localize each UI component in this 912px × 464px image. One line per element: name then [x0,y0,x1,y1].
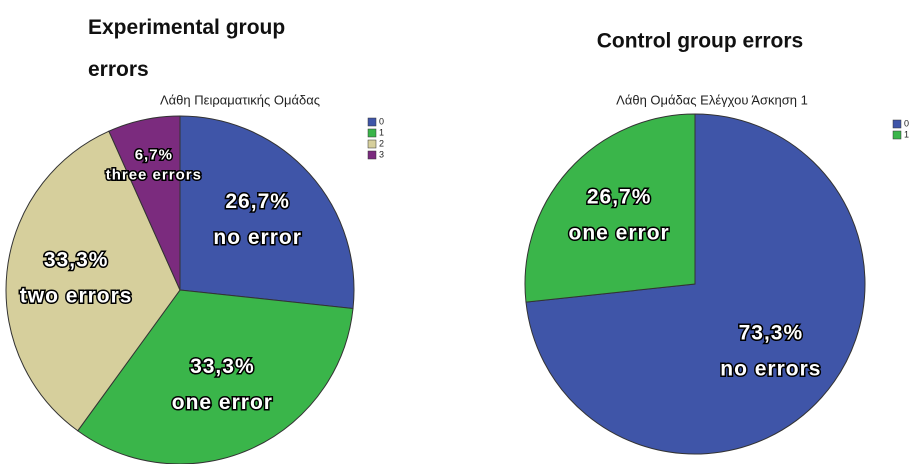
chart-subtitle: Λάθη Πειραματικής Ομάδας [160,92,320,107]
slice-label: three errors [106,166,202,183]
data-label: 6,7% [135,146,173,163]
data-label: 73,3% [739,322,804,345]
legend-swatch [367,150,377,160]
slice-label: no errors [720,358,821,381]
legend-swatch [892,119,902,129]
legend-label: 3 [379,149,384,159]
data-label: 33,3% [190,355,255,378]
data-label: 26,7% [225,190,290,213]
pie-slice [5,130,181,432]
chart-title: Experimental group errors [88,16,285,81]
slice-label: no error [213,226,302,249]
legend-swatch [367,139,377,149]
legend-label: 0 [379,116,384,126]
legend-label: 0 [904,118,909,128]
legend-swatch [892,130,902,140]
slice-label: one error [172,391,273,414]
slice-label: one error [569,221,670,244]
legend-label: 2 [379,138,384,148]
pie-slice [77,289,354,464]
legend-label: 1 [379,127,384,137]
pie-slice [524,113,696,303]
legend-label: 1 [904,129,909,139]
chart-title: Control group errors [597,30,804,53]
pie-slice [108,115,181,291]
slice-label: two errors [20,285,133,308]
legend-swatch [367,128,377,138]
data-label: 33,3% [44,249,109,272]
chart-subtitle: Λάθη Ομάδας Ελέγχου Άσκηση 1 [616,92,808,107]
pie-slice [179,115,355,310]
data-label: 26,7% [587,185,652,208]
legend-swatch [367,117,377,127]
